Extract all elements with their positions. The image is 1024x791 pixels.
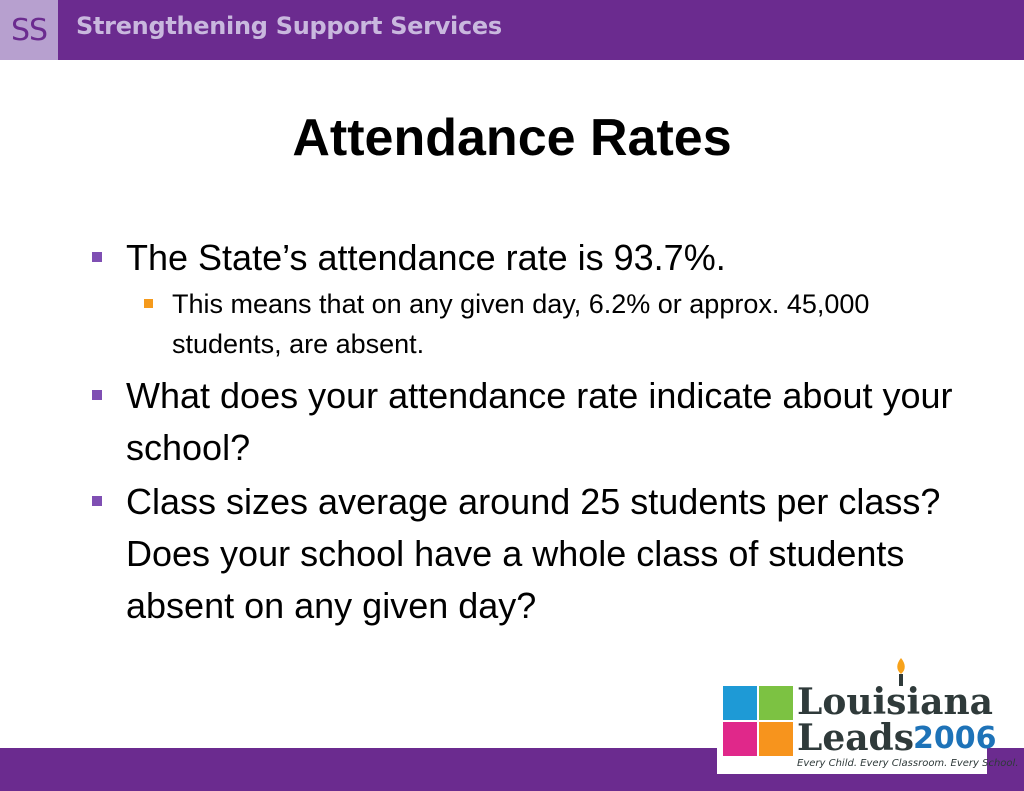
orange-tile-icon xyxy=(759,722,793,756)
logo-line1: Louisiana xyxy=(797,681,993,723)
torch-icon xyxy=(897,658,905,686)
sub-bullet-item: This means that on any given day, 6.2% o… xyxy=(126,284,966,364)
bullet-item: The State’s attendance rate is 93.7%. xyxy=(86,232,966,284)
pink-tile-icon xyxy=(723,722,757,756)
slide-title: Attendance Rates xyxy=(292,109,732,167)
bullet-text: The State’s attendance rate is 93.7%. xyxy=(126,237,726,278)
bullet-text: What does your attendance rate indicate … xyxy=(126,375,953,468)
logo-year: 2006 xyxy=(913,721,997,756)
blue-tile-icon xyxy=(723,686,757,720)
header-title: Strengthening Support Services xyxy=(76,12,502,40)
louisiana-leads-logo: Louisiana Leads 2006 Every Child. Every … xyxy=(717,658,1019,774)
header-bar: SS Strengthening Support Services xyxy=(0,0,1024,60)
sub-bullet-text: This means that on any given day, 6.2% o… xyxy=(172,289,870,359)
bullet-item: Class sizes average around 25 students p… xyxy=(86,476,966,632)
sub-bullet-marker-icon xyxy=(144,299,153,308)
ss-logo: SS xyxy=(0,0,58,60)
green-tile-icon xyxy=(759,686,793,720)
logo-line2: Leads xyxy=(797,717,914,759)
bullet-item: What does your attendance rate indicate … xyxy=(86,370,966,474)
bullet-marker-icon xyxy=(92,496,102,506)
logo-tagline: Every Child. Every Classroom. Every Scho… xyxy=(797,758,1019,769)
bullet-marker-icon xyxy=(92,390,102,400)
bullet-marker-icon xyxy=(92,252,102,262)
bullet-list: The State’s attendance rate is 93.7%. Th… xyxy=(86,232,966,634)
bullet-text: Class sizes average around 25 students p… xyxy=(126,481,941,626)
